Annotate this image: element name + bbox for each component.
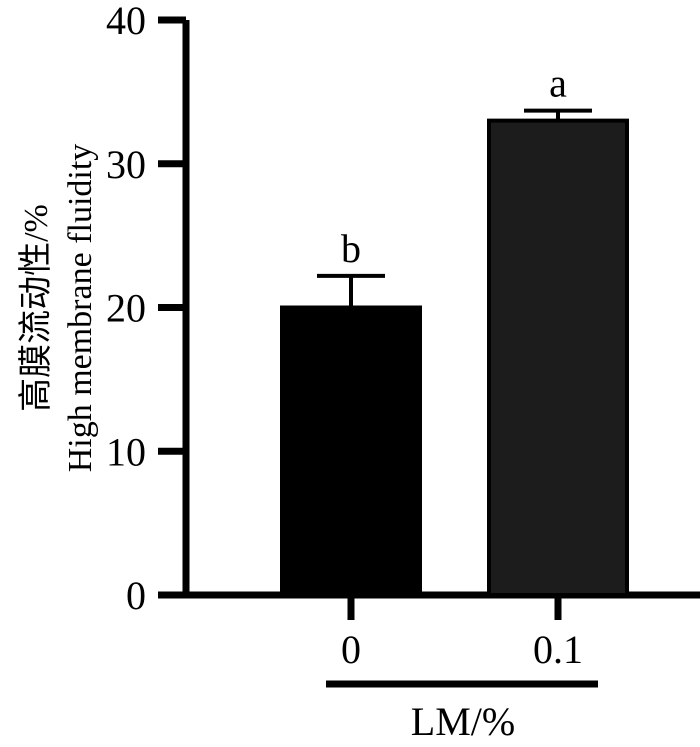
x-axis: 0 0.1: [183, 591, 700, 672]
y-tick-label: 20: [106, 286, 146, 331]
bars: [280, 118, 629, 597]
significance-letter: a: [549, 61, 567, 106]
y-axis: 0 10 20 30 40: [106, 0, 190, 618]
bar: [280, 305, 422, 597]
y-ticks: 0 10 20 30 40: [106, 0, 186, 618]
x-tick-label: 0: [341, 627, 361, 672]
y-tick-label: 40: [106, 0, 146, 43]
y-tick-label: 0: [126, 573, 146, 618]
y-tick-label: 10: [106, 429, 146, 474]
significance-letters: ba: [341, 61, 567, 271]
significance-letter: b: [341, 226, 361, 271]
y-axis-title-line2: High membrane fluidity: [62, 144, 99, 473]
bar: [487, 118, 629, 597]
y-axis-title-group: 高膜流动性/% High membrane fluidity: [17, 144, 99, 473]
y-tick-label: 30: [106, 142, 146, 187]
x-ticks: 0 0.1: [341, 595, 583, 672]
x-axis-title: LM/%: [411, 699, 515, 742]
error-bars: [317, 108, 592, 308]
y-axis-title-line1: 高膜流动性/%: [17, 204, 55, 412]
x-tick-label: 0.1: [533, 627, 583, 672]
